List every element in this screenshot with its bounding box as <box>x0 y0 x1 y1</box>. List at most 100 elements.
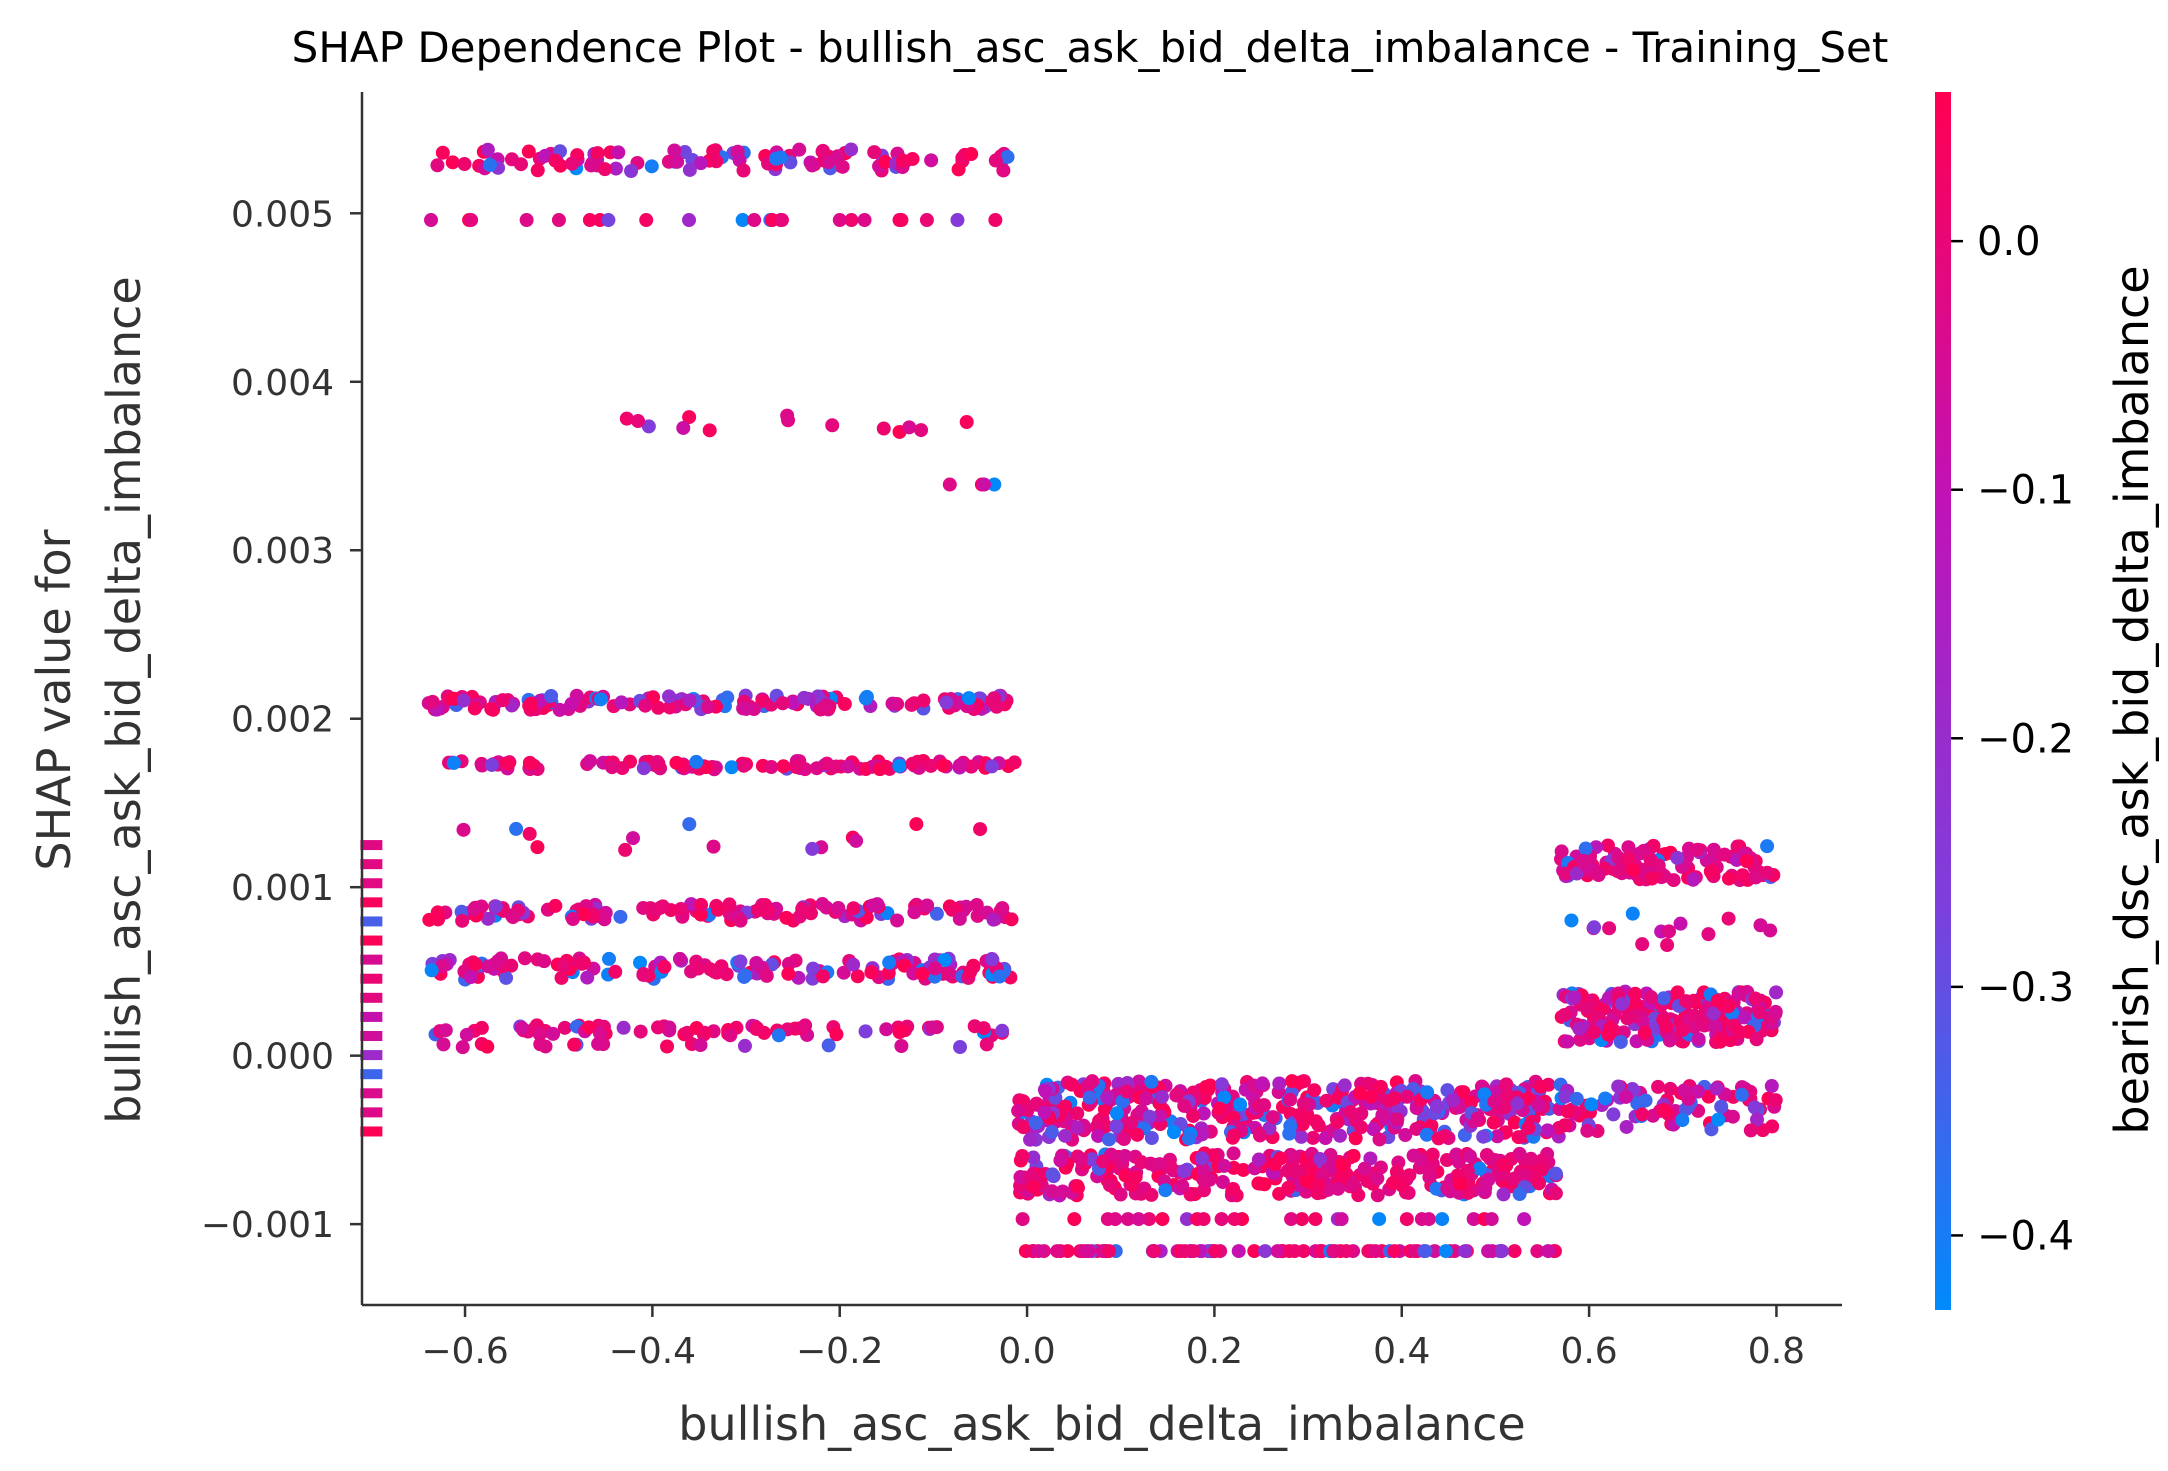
data-point <box>445 155 460 170</box>
data-point <box>844 213 859 228</box>
data-point <box>952 758 967 773</box>
data-point <box>1706 1006 1721 1021</box>
data-point <box>920 898 935 913</box>
data-point <box>907 905 922 920</box>
data-point <box>819 698 834 713</box>
data-point <box>710 902 725 917</box>
x-tick-label: 0.6 <box>1560 1331 1617 1372</box>
data-point <box>1183 1187 1198 1202</box>
data-point <box>1584 1097 1599 1112</box>
data-point <box>499 970 514 985</box>
data-point <box>1262 1121 1277 1136</box>
data-point <box>749 955 764 970</box>
data-point <box>1283 1092 1298 1107</box>
x-tick-label: 0.8 <box>1748 1331 1805 1372</box>
data-point <box>456 822 471 837</box>
data-point <box>1389 1164 1404 1179</box>
data-point <box>1013 1170 1028 1185</box>
data-point <box>1580 1123 1595 1138</box>
data-point <box>1709 1081 1724 1096</box>
data-point <box>548 153 563 168</box>
data-point <box>735 213 750 228</box>
data-point <box>564 697 579 712</box>
data-point <box>1558 866 1573 881</box>
data-point <box>1227 1212 1242 1227</box>
data-point <box>1373 1079 1388 1094</box>
data-point <box>1109 1119 1124 1134</box>
data-point <box>446 755 461 770</box>
data-point <box>1370 1171 1385 1186</box>
data-point <box>737 1038 752 1053</box>
data-point <box>360 954 383 965</box>
data-point <box>682 693 697 708</box>
data-point <box>672 951 687 966</box>
data-point <box>1016 1120 1031 1135</box>
data-point <box>495 693 510 708</box>
data-point <box>769 151 784 166</box>
data-point <box>885 696 900 711</box>
data-point <box>436 1037 451 1052</box>
data-point <box>736 758 751 773</box>
data-point <box>1690 842 1705 857</box>
data-point <box>1044 1125 1059 1140</box>
data-point <box>1101 1132 1116 1147</box>
data-point <box>1621 840 1636 855</box>
data-point <box>574 956 589 971</box>
data-point <box>1163 1158 1178 1173</box>
data-point <box>1560 1034 1575 1049</box>
data-point <box>1402 1168 1417 1183</box>
data-point <box>360 897 383 908</box>
data-point <box>1091 1128 1106 1143</box>
data-point <box>360 935 383 946</box>
data-point <box>857 213 872 228</box>
data-point <box>1499 1077 1514 1092</box>
data-point <box>1601 1027 1616 1042</box>
data-point <box>422 912 437 927</box>
data-point <box>919 213 934 228</box>
data-point <box>602 951 617 966</box>
data-point <box>1118 1168 1133 1183</box>
data-point <box>1423 1169 1438 1184</box>
data-point <box>736 163 751 178</box>
data-point <box>661 689 676 704</box>
data-point <box>693 907 708 922</box>
data-point <box>761 903 776 918</box>
data-point <box>1534 1079 1549 1094</box>
chart-title: SHAP Dependence Plot - bullish_asc_ask_b… <box>292 23 1889 72</box>
data-point <box>936 758 951 773</box>
data-point <box>1109 1106 1124 1121</box>
data-point <box>846 957 861 972</box>
data-point <box>837 697 852 712</box>
data-point <box>1023 1132 1038 1147</box>
data-point <box>1330 1114 1345 1129</box>
data-point <box>1294 1129 1309 1144</box>
data-point <box>1082 1090 1097 1105</box>
data-point <box>521 144 536 159</box>
data-point <box>1370 1188 1385 1203</box>
data-point <box>1743 1123 1758 1138</box>
data-point <box>1637 1025 1652 1040</box>
data-point <box>480 1039 495 1054</box>
data-point <box>501 756 516 771</box>
data-point <box>1749 1032 1764 1047</box>
data-point <box>524 696 539 711</box>
data-point <box>1307 1083 1322 1098</box>
data-point <box>723 1028 738 1043</box>
data-point <box>924 153 939 168</box>
data-point <box>644 159 659 174</box>
data-point <box>1102 1244 1117 1259</box>
data-point <box>1258 1244 1273 1259</box>
data-point <box>1521 1120 1536 1135</box>
data-point <box>1458 1244 1473 1259</box>
colorbar-tick-label: −0.1 <box>1977 468 2074 514</box>
data-point <box>530 163 545 178</box>
data-point <box>979 1037 994 1052</box>
data-point <box>1251 1152 1266 1167</box>
data-point <box>1398 1128 1413 1143</box>
colorbar-tick-label: −0.4 <box>1977 1213 2074 1259</box>
data-point <box>1755 1123 1770 1138</box>
y-axis-ticks: −0.001 0.000 0.001 0.002 0.003 0.004 0.005 <box>201 194 362 1246</box>
data-point <box>1625 863 1640 878</box>
data-point <box>1734 1087 1749 1102</box>
colorbar-tick-label: −0.3 <box>1977 965 2074 1011</box>
